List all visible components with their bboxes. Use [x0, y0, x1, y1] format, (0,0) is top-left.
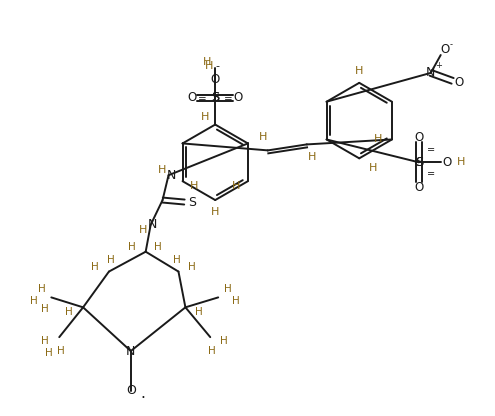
Text: S: S — [211, 91, 219, 104]
Text: S: S — [415, 156, 423, 169]
Text: O: O — [442, 156, 451, 169]
Text: H: H — [128, 242, 136, 252]
Text: H: H — [220, 336, 228, 346]
Text: -: - — [215, 61, 219, 71]
Text: H: H — [65, 307, 73, 317]
Text: H: H — [208, 346, 216, 356]
Text: =: = — [198, 94, 207, 104]
Text: O: O — [188, 91, 197, 104]
Text: O: O — [414, 131, 424, 144]
Text: S: S — [415, 156, 423, 169]
Text: H: H — [42, 305, 49, 314]
Text: H: H — [374, 134, 382, 144]
Text: O: O — [440, 42, 449, 56]
Text: H: H — [30, 296, 37, 306]
Text: H: H — [139, 225, 147, 235]
Text: N: N — [167, 169, 176, 182]
Text: H: H — [107, 255, 115, 265]
Text: H: H — [38, 285, 45, 295]
Text: H: H — [173, 255, 180, 265]
Text: =: = — [224, 94, 233, 104]
Text: H: H — [157, 165, 166, 175]
Text: N: N — [426, 67, 436, 79]
Text: O: O — [234, 91, 243, 104]
Text: H: H — [232, 296, 240, 306]
Text: H: H — [369, 163, 377, 173]
Text: H: H — [307, 152, 316, 162]
Text: =: = — [427, 145, 435, 156]
Text: H: H — [259, 132, 267, 142]
Text: -: - — [449, 41, 452, 50]
Text: .: . — [140, 386, 145, 401]
Text: H: H — [91, 262, 99, 272]
Text: H: H — [355, 66, 363, 76]
Text: H: H — [201, 111, 209, 121]
Text: N: N — [148, 218, 157, 231]
Text: H: H — [205, 61, 213, 71]
Text: H: H — [224, 285, 232, 295]
Text: S: S — [211, 91, 219, 104]
Text: H: H — [456, 157, 465, 167]
Text: H: H — [196, 307, 203, 317]
Text: H: H — [42, 336, 49, 346]
Text: S: S — [189, 196, 197, 208]
Text: H: H — [190, 181, 198, 191]
Text: O: O — [454, 77, 463, 89]
Text: +: + — [435, 62, 442, 70]
Text: H: H — [57, 346, 65, 356]
Text: O: O — [126, 384, 136, 397]
Text: H: H — [154, 242, 161, 252]
Text: O: O — [414, 181, 424, 193]
Text: H: H — [189, 262, 196, 272]
Text: N: N — [126, 344, 136, 357]
Text: H: H — [46, 348, 53, 358]
Text: H: H — [232, 181, 240, 191]
Text: H: H — [203, 57, 211, 67]
Text: H: H — [211, 207, 219, 217]
Text: O: O — [210, 73, 220, 87]
Text: =: = — [427, 169, 435, 179]
